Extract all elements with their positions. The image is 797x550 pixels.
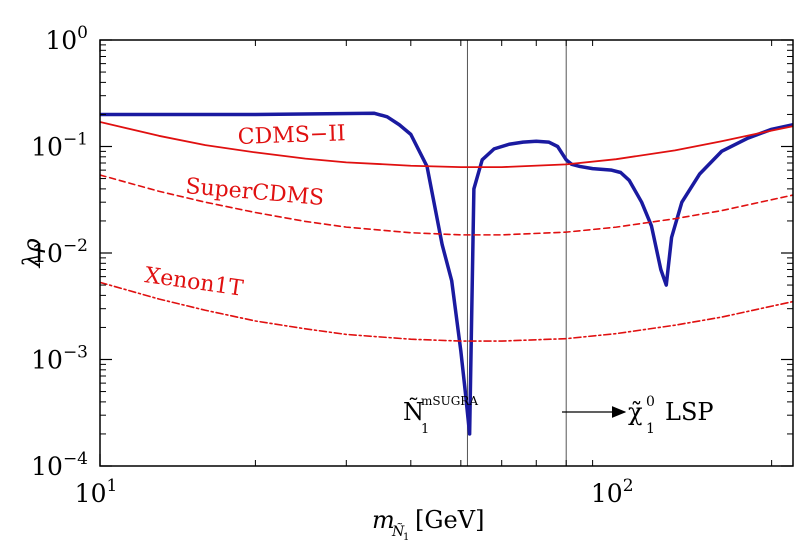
- y-ticks: 100 10−1 10−2 10−3 10−4: [31, 23, 793, 481]
- series-line-cdms-ii: [100, 121, 793, 169]
- x-ticks: 101 102: [75, 40, 773, 508]
- y-axis-label: λρ: [18, 238, 46, 268]
- series-line-blue-curve: [100, 111, 793, 436]
- msugra-base: Ñ: [403, 396, 424, 426]
- y-tick-label: 10−2: [31, 236, 88, 268]
- lsp-sup: 0: [646, 394, 655, 410]
- y-tick-label: 10−1: [31, 130, 88, 162]
- x-tick-label: 101: [75, 476, 118, 508]
- svg-text:Ñ: Ñ: [403, 396, 424, 426]
- series-group: [100, 111, 793, 436]
- label-cdms-ii: CDMS−II: [237, 121, 346, 150]
- lsp-suffix: LSP: [665, 398, 714, 426]
- vertical-lines: [466, 40, 567, 466]
- lsp-base: χ̃: [628, 398, 643, 426]
- series-line-xenon1t: [100, 281, 793, 342]
- annotation-msugra: Ñ 1 mSUGRA: [403, 394, 478, 437]
- svg-text:1: 1: [403, 532, 409, 543]
- series-line-supercdms: [100, 174, 793, 236]
- msugra-sub: 1: [421, 422, 429, 437]
- y-tick-label: 100: [45, 23, 88, 55]
- x-axis-label: m Ñ 1 [GeV]: [372, 506, 484, 543]
- svg-text:[GeV]: [GeV]: [415, 506, 484, 534]
- svg-text:Ñ: Ñ: [391, 522, 405, 540]
- lsp-sub: 1: [646, 421, 655, 437]
- msugra-sup: mSUGRA: [421, 394, 478, 408]
- label-xenon1t: Xenon1T: [143, 263, 245, 302]
- label-supercdms: SuperCDMS: [184, 174, 325, 211]
- annotation-lsp: χ̃ 1 0 LSP: [562, 394, 714, 437]
- y-tick-label: 10−4: [31, 449, 88, 481]
- y-tick-label: 10−3: [31, 343, 88, 375]
- svg-text:m: m: [372, 506, 395, 534]
- x-tick-label: 102: [591, 476, 634, 508]
